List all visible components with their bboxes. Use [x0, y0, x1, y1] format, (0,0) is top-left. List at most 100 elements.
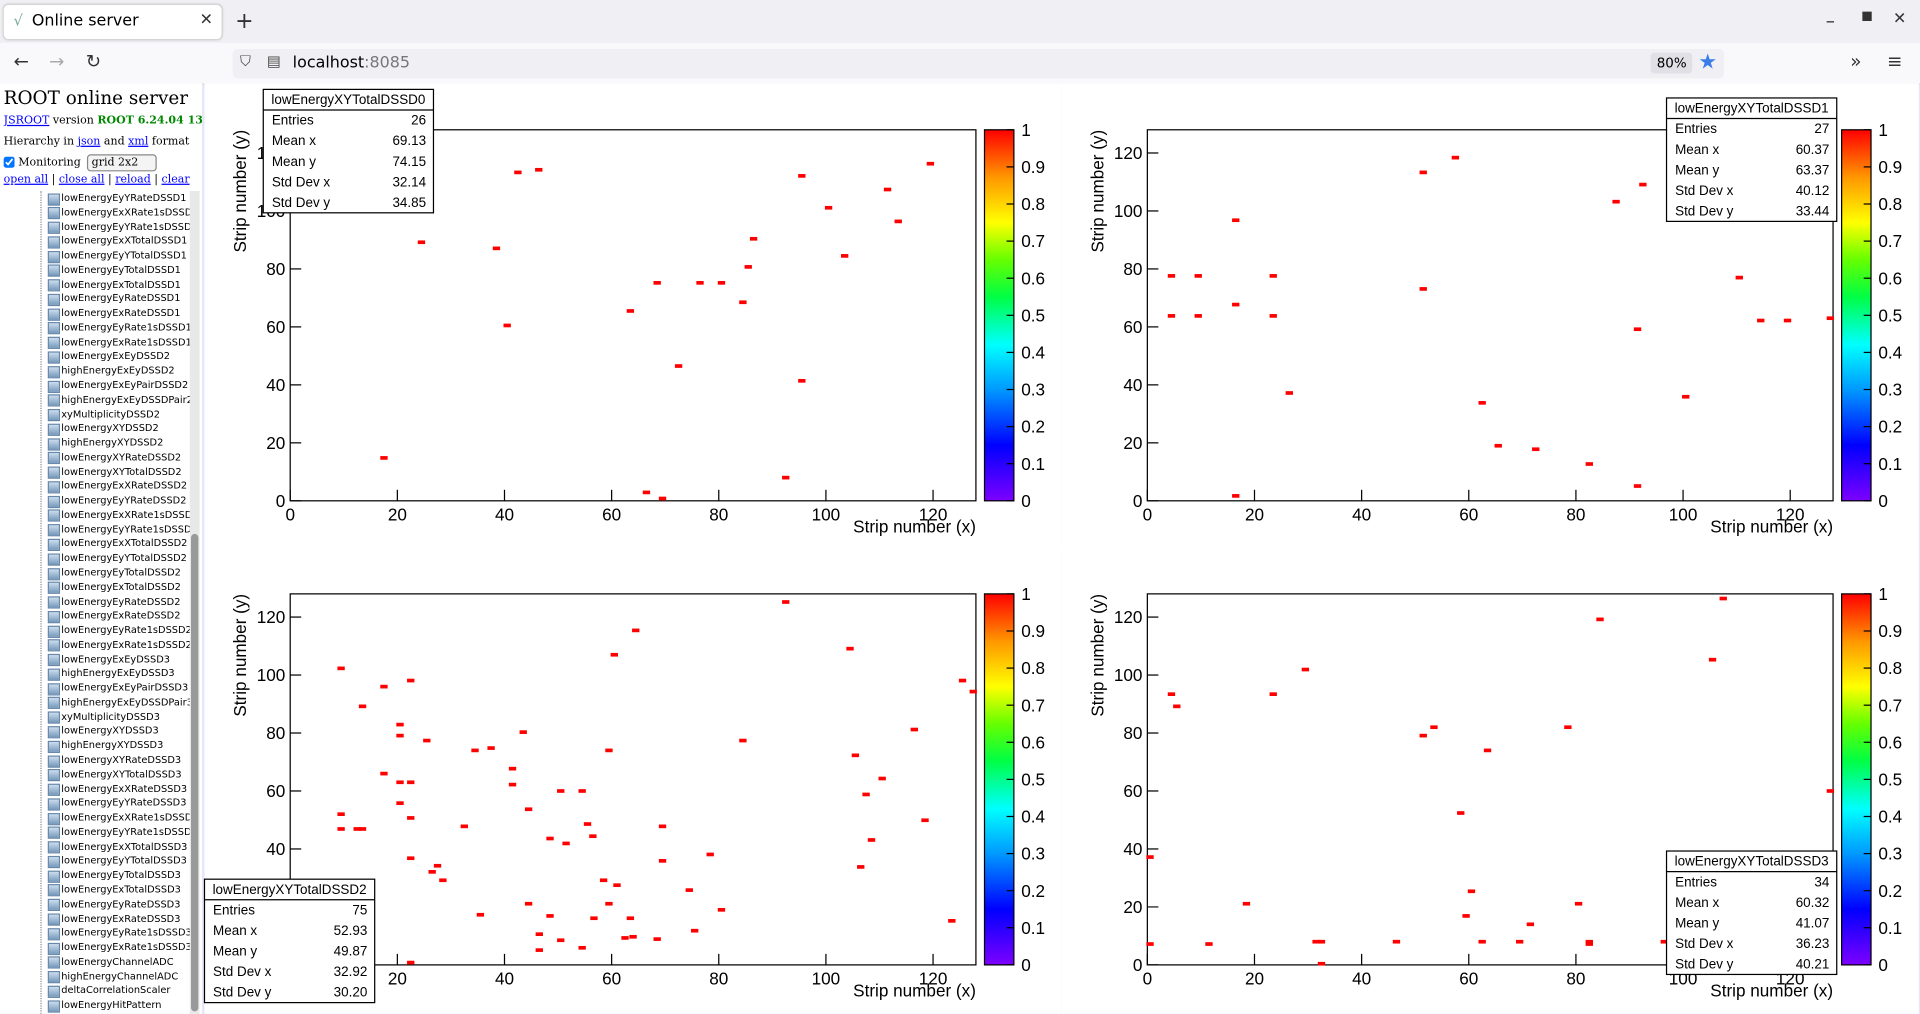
z-tick-label: 0 — [1878, 491, 1888, 511]
hierarchy-item[interactable]: lowEnergyEyYTotalDSSD2 — [61, 552, 187, 564]
hierarchy-item[interactable]: lowEnergyExTotalDSSD1 — [61, 278, 181, 290]
hierarchy-item[interactable]: lowEnergyHitPattern — [61, 999, 162, 1011]
hierarchy-item[interactable]: lowEnergyEyYTotalDSSD3 — [61, 855, 187, 867]
hierarchy-item[interactable]: lowEnergyXYDSSD3 — [61, 725, 159, 737]
overflow-menu[interactable]: » — [1850, 50, 1862, 73]
hierarchy-item[interactable]: highEnergyChannelADC — [61, 970, 179, 982]
hierarchy-item[interactable]: lowEnergyExXTotalDSSD2 — [61, 538, 188, 550]
hierarchy-item[interactable]: lowEnergyExXTotalDSSD3 — [61, 840, 188, 852]
item-icon — [47, 726, 61, 739]
xml-link[interactable]: xml — [128, 135, 149, 149]
item-icon — [47, 697, 61, 710]
new-tab[interactable]: + — [235, 8, 254, 35]
hierarchy-item[interactable]: lowEnergyExEyDSSD3 — [61, 653, 170, 665]
hierarchy-item[interactable]: lowEnergyExTotalDSSD3 — [61, 884, 181, 896]
hierarchy-item[interactable]: xyMultiplicityDSSD3 — [61, 711, 160, 723]
hierarchy-item[interactable]: lowEnergyEyYRateDSSD3 — [61, 797, 187, 809]
hierarchy-item[interactable]: deltaCorrelationScaler — [61, 984, 171, 996]
hierarchy-item[interactable]: lowEnergyExEyDSSD2 — [61, 350, 170, 362]
bin — [1478, 401, 1486, 405]
maximize[interactable]: ■ — [1861, 9, 1873, 24]
hierarchy-item[interactable]: highEnergyXYDSSD3 — [61, 739, 164, 751]
hierarchy-item[interactable]: lowEnergyEyYRateDSSD1 — [61, 192, 187, 204]
hierarchy-item[interactable]: lowEnergyEyYRate1sDSSD3 — [61, 826, 190, 838]
hierarchy-item[interactable]: lowEnergyEyYRate1sDSSD1 — [61, 221, 190, 233]
hierarchy-item[interactable]: lowEnergyEyRate1sDSSD1 — [61, 321, 190, 333]
stats-value: 27 — [1814, 121, 1829, 136]
z-tick-label: 0.1 — [1021, 918, 1045, 938]
monitoring-checkbox[interactable] — [3, 156, 15, 168]
tab[interactable]: √ Online server ✕ — [3, 4, 222, 40]
hierarchy-item[interactable]: lowEnergyExEyPairDSSD3 — [61, 682, 189, 694]
hierarchy-item[interactable]: lowEnergyXYDSSD2 — [61, 422, 159, 434]
bin — [1708, 657, 1717, 662]
hierarchy-item[interactable]: lowEnergyEyRate1sDSSD3 — [61, 927, 190, 939]
x-tick-label: 60 — [602, 968, 621, 988]
hierarchy-item[interactable]: lowEnergyEyRateDSSD3 — [61, 898, 181, 910]
hierarchy-item[interactable]: lowEnergyExXRate1sDSSD2 — [61, 509, 190, 521]
bin — [353, 827, 361, 831]
hierarchy-item[interactable]: highEnergyExEyDSSDPair3 — [61, 696, 190, 708]
hierarchy-item[interactable]: highEnergyExEyDSSD2 — [61, 365, 175, 377]
minimize[interactable]: – — [1825, 9, 1835, 32]
item-icon — [47, 942, 61, 955]
back-button[interactable]: ← — [13, 50, 29, 73]
hierarchy-item[interactable]: lowEnergyExXRate1sDSSD3 — [61, 811, 190, 823]
hierarchy-item[interactable]: lowEnergyExEyPairDSSD2 — [61, 379, 189, 391]
scrollbar-thumb[interactable] — [191, 533, 199, 1012]
hierarchy-item[interactable]: lowEnergyEyRateDSSD1 — [61, 293, 181, 305]
hierarchy-item[interactable]: lowEnergyExRateDSSD2 — [61, 610, 181, 622]
hierarchy-item[interactable]: lowEnergyExRate1sDSSD3 — [61, 941, 190, 953]
hierarchy-item[interactable]: lowEnergyExRate1sDSSD1 — [61, 336, 190, 348]
reload-button[interactable]: ↻ — [85, 50, 102, 73]
reload[interactable]: reload — [115, 173, 151, 187]
zoom-badge[interactable]: 80% — [1650, 52, 1693, 74]
forward-button[interactable]: → — [48, 50, 65, 73]
z-tick-label: 0.4 — [1021, 343, 1045, 363]
hierarchy-item[interactable]: lowEnergyChannelADC — [61, 956, 174, 968]
hierarchy-item[interactable]: lowEnergyExTotalDSSD2 — [61, 581, 181, 593]
hierarchy-item[interactable]: lowEnergyExXRateDSSD2 — [61, 480, 188, 492]
hierarchy-item[interactable]: lowEnergyEyTotalDSSD1 — [61, 264, 181, 276]
hierarchy-item[interactable]: highEnergyExEyDSSDPair2 — [61, 393, 190, 406]
json-link[interactable]: json — [77, 135, 101, 149]
hierarchy-item[interactable]: lowEnergyEyRate1sDSSD2 — [61, 624, 190, 636]
tab-close[interactable]: ✕ — [199, 11, 213, 30]
hierarchy-item[interactable]: lowEnergyXYRateDSSD2 — [61, 451, 182, 463]
bin — [958, 678, 967, 683]
hierarchy-item[interactable]: lowEnergyEyTotalDSSD3 — [61, 869, 181, 881]
hierarchy-item[interactable]: highEnergyExEyDSSD3 — [61, 667, 175, 679]
item-icon — [47, 985, 61, 998]
hierarchy-item[interactable]: lowEnergyEyYRate1sDSSD2 — [61, 523, 190, 535]
bin — [969, 689, 977, 694]
url-bar[interactable]: ⛉ ▤ localhost:8085 80% ★ — [232, 48, 1725, 79]
hierarchy-item[interactable]: lowEnergyExRate1sDSSD2 — [61, 639, 190, 651]
hierarchy-item[interactable]: xyMultiplicityDSSD2 — [61, 408, 160, 420]
hierarchy-item[interactable]: lowEnergyExRateDSSD3 — [61, 912, 181, 924]
bin — [1269, 314, 1277, 318]
app-menu[interactable]: ≡ — [1886, 50, 1903, 73]
layout-select[interactable]: grid 2x2 — [86, 154, 157, 172]
hierarchy-item[interactable]: lowEnergyEyYRateDSSD2 — [61, 494, 187, 506]
close-window[interactable]: ✕ — [1893, 9, 1907, 29]
hierarchy-item[interactable]: lowEnergyEyTotalDSSD2 — [61, 566, 181, 578]
hierarchy-item[interactable]: lowEnergyEyRateDSSD2 — [61, 595, 181, 607]
hierarchy-item[interactable]: lowEnergyXYTotalDSSD2 — [61, 466, 182, 478]
bookmark-star[interactable]: ★ — [1698, 50, 1718, 75]
item-icon — [47, 250, 61, 263]
hierarchy-item[interactable]: lowEnergyExXRateDSSD3 — [61, 783, 188, 795]
hierarchy-item[interactable]: lowEnergyExXRate1sDSSD1 — [61, 206, 190, 218]
hierarchy-item[interactable]: lowEnergyXYTotalDSSD3 — [61, 768, 182, 780]
jsroot-link[interactable]: JSROOT — [3, 115, 50, 128]
bin — [407, 780, 415, 785]
open-all[interactable]: open all — [3, 173, 49, 187]
hierarchy-item[interactable]: lowEnergyXYRateDSSD3 — [61, 754, 182, 766]
hierarchy-item[interactable]: lowEnergyExRateDSSD1 — [61, 307, 181, 319]
close-all[interactable]: close all — [58, 173, 105, 187]
hierarchy-item[interactable]: lowEnergyEyYTotalDSSD1 — [61, 249, 187, 261]
hierarchy-item[interactable]: lowEnergyExXTotalDSSD1 — [61, 235, 188, 247]
scrollbar[interactable] — [189, 191, 200, 1014]
hierarchy-item[interactable]: highEnergyXYDSSD2 — [61, 437, 164, 449]
clear[interactable]: clear — [161, 173, 190, 187]
